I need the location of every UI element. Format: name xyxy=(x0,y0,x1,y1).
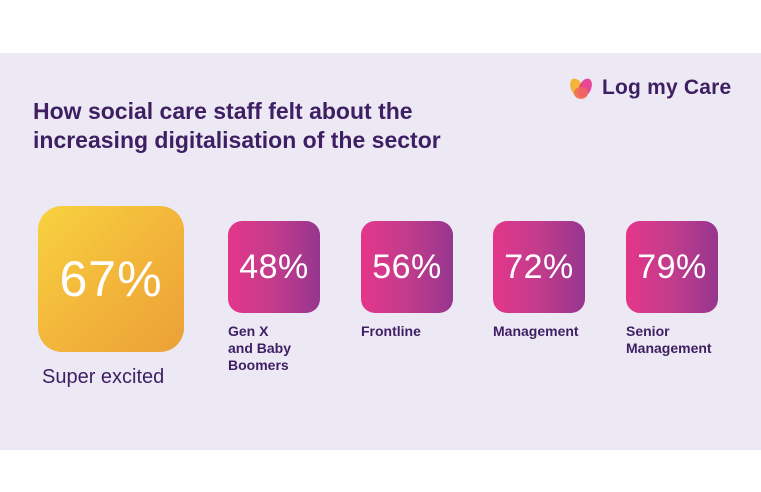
infographic-panel: Log my Care How social care staff felt a… xyxy=(0,53,761,450)
title-line-2: increasing digitalisation of the sector xyxy=(33,127,441,153)
highlight-label: Super excited xyxy=(42,366,165,388)
stat-value: 79% xyxy=(637,247,707,286)
stat-label: Management xyxy=(493,323,579,339)
highlight-card: 67% xyxy=(38,206,184,352)
page-title: How social care staff felt about the inc… xyxy=(33,97,503,155)
stat-frontline: 56% Frontline xyxy=(361,221,461,340)
stat-card: 56% xyxy=(361,221,453,313)
stat-label: Frontline xyxy=(361,323,421,339)
highlight-value: 67% xyxy=(59,251,163,307)
stat-label: Gen X and Baby Boomers xyxy=(228,323,292,373)
stat-value: 72% xyxy=(504,247,574,286)
stat-label: Senior Management xyxy=(626,323,712,356)
stat-management: 72% Management xyxy=(493,221,593,340)
title-line-1: How social care staff felt about the xyxy=(33,98,413,124)
stat-card: 48% xyxy=(228,221,320,313)
stat-gen-x-baby-boomers: 48% Gen X and Baby Boomers xyxy=(228,221,328,374)
stat-value: 56% xyxy=(372,247,442,286)
stat-card: 72% xyxy=(493,221,585,313)
petal-flower-icon xyxy=(570,78,592,99)
stat-senior-management: 79% Senior Management xyxy=(626,221,726,357)
stat-card: 79% xyxy=(626,221,718,313)
stat-value: 48% xyxy=(239,247,309,286)
brand-name: Log my Care xyxy=(602,76,732,99)
brand-logo: Log my Care xyxy=(566,73,731,103)
